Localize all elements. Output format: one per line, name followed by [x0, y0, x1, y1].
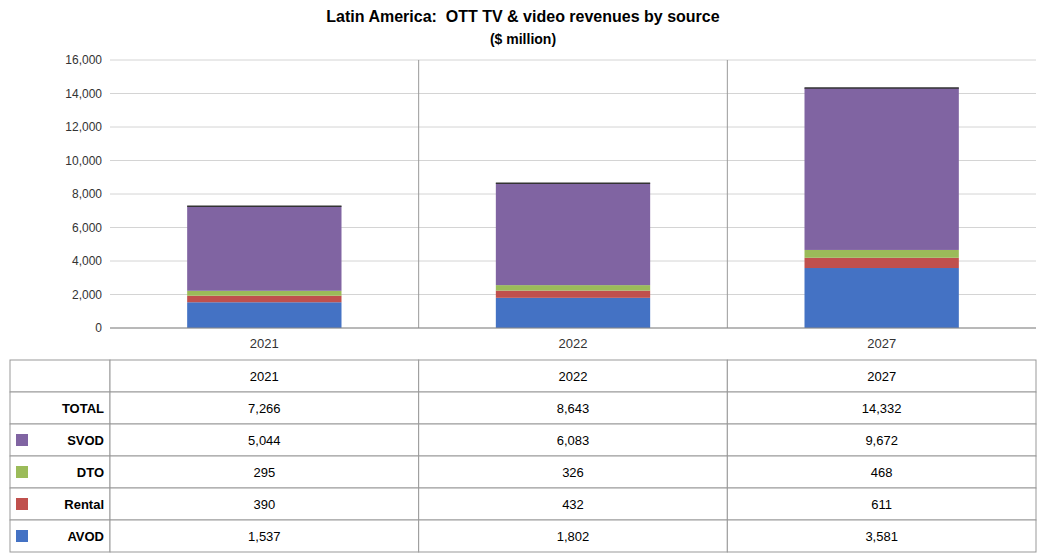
- table-cell: [727, 456, 1036, 488]
- table-value: 8,643: [557, 401, 590, 416]
- y-tick-label: 8,000: [72, 187, 102, 201]
- table-cell: [727, 360, 1036, 392]
- bar-segment: [805, 268, 959, 328]
- title: Latin America: OTT TV & video revenues b…: [326, 8, 719, 25]
- table-value: 7,266: [248, 401, 281, 416]
- y-tick-label: 10,000: [65, 154, 102, 168]
- table-value: 432: [562, 497, 584, 512]
- grid: [110, 60, 1036, 328]
- table-cell: [727, 424, 1036, 456]
- row-swatch: [16, 434, 28, 446]
- table-value: 390: [253, 497, 275, 512]
- group-divider: [418, 60, 419, 328]
- table-cell: [419, 488, 728, 520]
- y-tick-label: 16,000: [65, 53, 102, 67]
- table-header: 2021: [250, 369, 279, 384]
- subtitle: ($ million): [490, 31, 556, 47]
- total-marker: [805, 87, 959, 89]
- table-cell: [10, 424, 110, 456]
- table-cell: [419, 392, 728, 424]
- x-tick-label: 2022: [559, 336, 588, 351]
- table-value: 295: [253, 465, 275, 480]
- y-tick-label: 4,000: [72, 254, 102, 268]
- row-label: TOTAL: [62, 401, 104, 416]
- table-cell: [10, 520, 110, 552]
- y-tick-label: 2,000: [72, 288, 102, 302]
- table-header: 2027: [867, 369, 896, 384]
- x-tick-label: 2021: [250, 336, 279, 351]
- y-tick-label: 0: [95, 321, 102, 335]
- bar-segment: [805, 250, 959, 258]
- bar-segment: [496, 298, 650, 328]
- table-cell: [110, 520, 419, 552]
- table-cell: [110, 456, 419, 488]
- row-swatch: [16, 530, 28, 542]
- table-cell: [419, 424, 728, 456]
- grid-line: [110, 60, 1036, 61]
- table-cell: [110, 488, 419, 520]
- chart: Latin America: OTT TV & video revenues b…: [0, 0, 1046, 559]
- bar-segment: [187, 296, 341, 303]
- row-label: AVOD: [67, 529, 104, 544]
- table-cell: [10, 360, 110, 392]
- table-cell: [110, 360, 419, 392]
- x-tick-label: 2027: [867, 336, 896, 351]
- bar-segment: [496, 291, 650, 298]
- row-label: DTO: [77, 465, 104, 480]
- table-header: 2022: [559, 369, 588, 384]
- table-value: 14,332: [862, 401, 902, 416]
- table-cell: [727, 520, 1036, 552]
- table-value: 1,802: [557, 529, 590, 544]
- bar-segment: [187, 291, 341, 296]
- table-value: 3,581: [865, 529, 898, 544]
- y-tick-label: 12,000: [65, 120, 102, 134]
- table-cell: [727, 392, 1036, 424]
- group-divider: [727, 60, 728, 328]
- table-value: 9,672: [865, 433, 898, 448]
- row-label: Rental: [64, 497, 104, 512]
- bar-segment: [805, 258, 959, 268]
- table-value: 1,537: [248, 529, 281, 544]
- total-marker: [187, 206, 341, 208]
- data-table: 2021 2022 2027 TOTAL 7,266 8,643 14,332 SVOD 5,0…: [10, 360, 1036, 552]
- bar-segment: [496, 285, 650, 290]
- bar-segment: [187, 206, 341, 290]
- table-value: 326: [562, 465, 584, 480]
- table-value: 5,044: [248, 433, 281, 448]
- table-cell: [10, 456, 110, 488]
- row-label: SVOD: [67, 433, 104, 448]
- total-marker: [496, 182, 650, 184]
- row-swatch: [16, 498, 28, 510]
- table-cell: [727, 488, 1036, 520]
- table-value: 6,083: [557, 433, 590, 448]
- row-swatch: [16, 466, 28, 478]
- bar-segment: [187, 302, 341, 328]
- y-tick-label: 14,000: [65, 87, 102, 101]
- table-cell: [110, 424, 419, 456]
- bars: [187, 88, 959, 328]
- table-cell: [419, 456, 728, 488]
- y-tick-label: 6,000: [72, 221, 102, 235]
- table-cell: [419, 520, 728, 552]
- bar-segment: [496, 183, 650, 285]
- grid-line: [110, 328, 1036, 329]
- table-value: 468: [871, 465, 893, 480]
- x-axis: [110, 328, 1036, 329]
- table-cell: [110, 392, 419, 424]
- table-cell: [10, 488, 110, 520]
- table-cell: [10, 392, 110, 424]
- table-cell: [419, 360, 728, 392]
- table-value: 611: [871, 497, 892, 512]
- bar-segment: [805, 88, 959, 250]
